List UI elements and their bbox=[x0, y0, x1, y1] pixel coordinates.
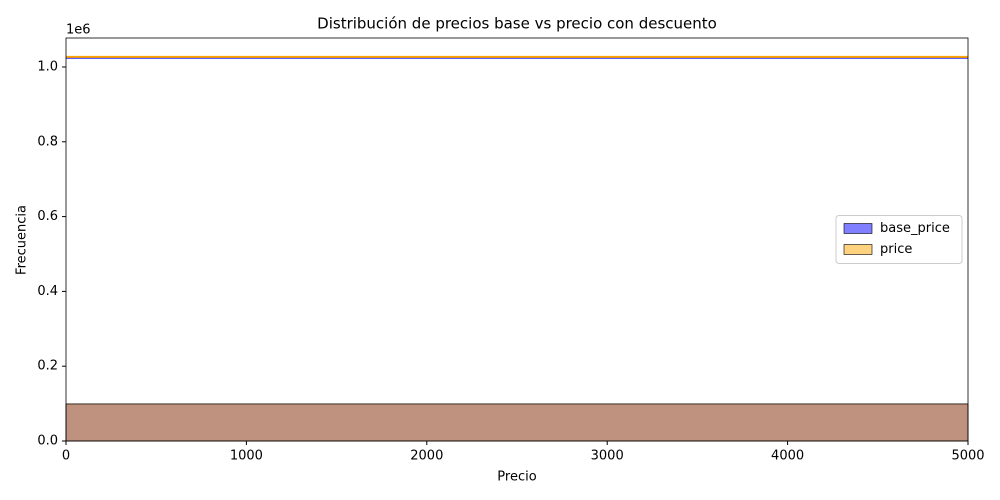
x-tick-label: 2000 bbox=[410, 449, 443, 464]
y-tick-label: 0.6 bbox=[37, 209, 58, 224]
x-tick-label: 0 bbox=[62, 449, 70, 464]
legend-label: price bbox=[880, 242, 912, 257]
plot-frame bbox=[65, 37, 969, 442]
y-tick-label: 0.4 bbox=[37, 284, 58, 299]
y-tick-label: 1.0 bbox=[37, 59, 58, 74]
x-tick-label: 1000 bbox=[230, 449, 263, 464]
histogram-bar bbox=[65, 403, 969, 442]
y-tick-label: 0.8 bbox=[37, 134, 58, 149]
y-tick-label: 0.2 bbox=[37, 359, 58, 374]
legend-swatch bbox=[843, 223, 873, 234]
y-axis-label: Frecuencia bbox=[15, 205, 30, 275]
x-axis-label: Precio bbox=[497, 470, 536, 485]
x-tick-label: 4000 bbox=[771, 449, 804, 464]
x-tick-label: 5000 bbox=[951, 449, 984, 464]
x-tick-label: 3000 bbox=[591, 449, 624, 464]
legend-label: base_price bbox=[880, 221, 950, 236]
chart-title: Distribución de precios base vs precio c… bbox=[317, 15, 717, 33]
y-offset-label: 1e6 bbox=[66, 23, 91, 38]
y-tick-label: 0.0 bbox=[37, 434, 58, 449]
legend-swatch bbox=[843, 244, 873, 255]
